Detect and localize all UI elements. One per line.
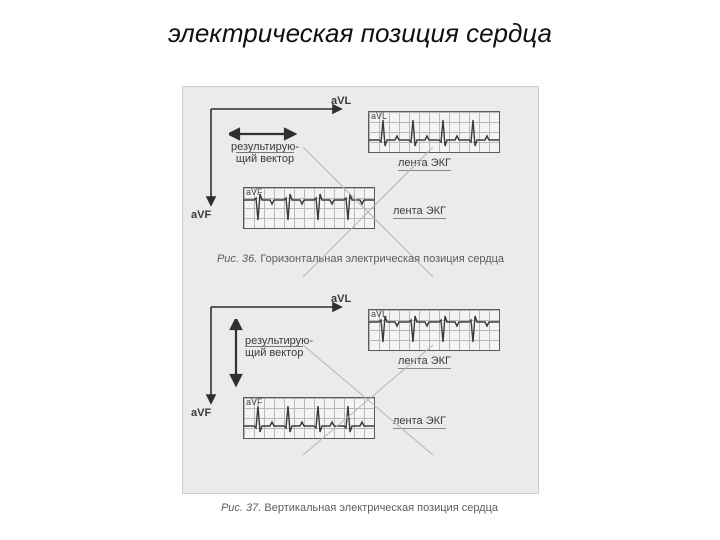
cap-a-pre: Рис. 36. [217, 253, 257, 265]
figure-scan: aVL aVF результирую- щий вектор aVL [182, 86, 539, 494]
projection-lines-b [183, 285, 538, 485]
cap-b-pre: Рис. 37. [221, 502, 261, 514]
caption-fig-a: Рис. 36. Горизонтальная электрическая по… [183, 253, 538, 265]
caption-fig-b: Рис. 37. Вертикальная электрическая пози… [182, 502, 537, 514]
cap-a-rest: Горизонтальная электрическая позиция сер… [260, 253, 504, 265]
slide-title: электрическая позиция сердца [0, 18, 720, 49]
cap-b-rest: Вертикальная электрическая позиция сердц… [264, 502, 498, 514]
slide-root: электрическая позиция сердца aVL aVF [0, 0, 720, 540]
